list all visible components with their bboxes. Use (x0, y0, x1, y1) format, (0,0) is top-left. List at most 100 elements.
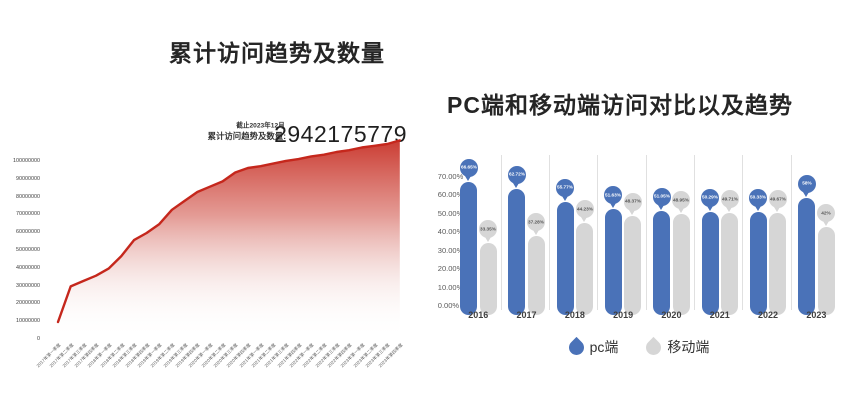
mobile-drop-icon (643, 336, 665, 358)
legend-item-pc: pc端 (565, 336, 619, 358)
balloon-value-label: 62.72% (508, 172, 525, 178)
balloon-value-label: 48.37% (624, 198, 641, 205)
trend-line (56, 139, 401, 324)
area-y-tick-label: 90000000 (15, 174, 40, 181)
area-y-tick-label: 80000000 (15, 192, 40, 199)
pc-bar-2021 (701, 211, 719, 315)
chart-legend: pc端 移动端 (426, 336, 852, 358)
area-chart-x-axis: 2017年第一季度 2017年第二季度 2017年第三季度 2017年第四季度 2018… (36, 340, 407, 390)
area-y-tick-label: 20000000 (15, 299, 40, 306)
area-chart-plot (45, 139, 407, 340)
pc-vs-mobile-panel: PC端和移动端访问对比以及趋势 0.00% 10.00% 20.00% 30.00% 4… (426, 0, 852, 411)
bar-y-tick-label: 50.00% (437, 208, 464, 218)
group-separator (549, 155, 550, 310)
balloon-value-label: 44.23% (576, 206, 593, 212)
mobile-bar-2019 (624, 215, 642, 315)
cumulative-annotation: 截止2023年12月 累计访问趋势及数量: 2942175779 (107, 100, 407, 146)
mobile-value-balloon-2017: 37.28% (527, 213, 546, 236)
area-y-tick-label: 50000000 (15, 246, 40, 252)
x-axis-label-2022: 2022 (758, 310, 779, 320)
x-axis-label-2017: 2017 (516, 310, 537, 320)
bar-y-tick-label: 40.00% (437, 227, 464, 236)
area-chart-y-axis: 0 10000000 20000000 30000000 40000000 5000000… (2, 0, 40, 360)
mobile-bar-2021 (721, 213, 738, 315)
pc-bar-2016 (460, 181, 477, 315)
group-separator (693, 155, 695, 310)
cumulative-total-value: 2942175779 (274, 121, 407, 147)
cumulative-chart-title: 累计访问趋势及数量 (169, 40, 385, 66)
pc-value-balloon-2020: 51.05% (652, 187, 671, 210)
balloon-value-label: 33.35% (480, 226, 496, 232)
area-y-tick-label: 30000000 (15, 281, 40, 288)
pc-bar-2017 (508, 188, 526, 315)
x-axis-label-2021: 2021 (709, 310, 730, 320)
pc-bar-2020 (653, 210, 671, 315)
bar-y-tick-label: 20.00% (437, 264, 464, 273)
balloon-value-label: 51.63% (605, 192, 622, 199)
mobile-bar-2018 (576, 223, 594, 315)
comparison-chart-title: PC端和移动端访问对比以及趋势 (447, 92, 793, 118)
legend-item-mobile: 移动端 (643, 336, 709, 358)
group-separator (597, 155, 599, 310)
area-y-tick-label: 100000000 (12, 157, 40, 163)
mobile-value-balloon-2022: 49.67% (768, 190, 787, 213)
mobile-value-balloon-2016: 33.35% (479, 220, 497, 243)
annotation-date-note: 截止2023年12月 (236, 122, 285, 130)
x-axis-label-2023: 2023 (806, 310, 827, 320)
balloon-value-label: 50.33% (750, 195, 767, 201)
mobile-value-balloon-2020: 48.95% (672, 191, 691, 214)
pc-value-balloon-2019: 51.63% (604, 186, 623, 209)
balloon-value-label: 66.65% (460, 165, 477, 171)
area-y-tick-label: 40000000 (15, 263, 40, 270)
group-separator (742, 155, 744, 310)
bar-chart-plot: 0.00% 10.00% 20.00% 30.00% 40.00% 50.00% 60.00… (426, 150, 852, 328)
mobile-bar-2016 (479, 243, 497, 315)
bar-y-tick-label: 0.00% (437, 301, 460, 310)
area-fill (58, 140, 400, 338)
area-y-tick-label: 60000000 (15, 228, 40, 235)
cumulative-visits-panel: 累计访问趋势及数量 截止2023年12月 累计访问趋势及数量: 29421757… (2, 0, 407, 390)
balloon-value-label: 51.05% (653, 193, 670, 200)
mobile-value-balloon-2018: 44.23% (575, 200, 594, 223)
annotation-label: 累计访问趋势及数量: (207, 131, 286, 142)
pc-value-balloon-2016: 66.65% (459, 158, 478, 181)
mobile-bar-2017 (527, 236, 545, 315)
pc-value-balloon-2023: 58% (797, 174, 816, 197)
balloon-value-label: 37.28% (528, 219, 545, 225)
mobile-value-balloon-2019: 48.37% (623, 192, 642, 215)
balloon-value-label: 49.67% (769, 196, 786, 202)
pc-bar-2023 (798, 197, 816, 315)
mobile-bar-2022 (769, 213, 787, 315)
pc-bar-2022 (749, 211, 767, 315)
area-y-tick-label: 0 (36, 335, 40, 341)
x-axis-label-2019: 2019 (613, 310, 634, 320)
group-separator (790, 155, 792, 310)
balloon-value-label: 55.77% (557, 185, 574, 191)
pc-value-balloon-2021: 50.29% (701, 188, 719, 211)
mobile-value-balloon-2021: 49.71% (720, 190, 739, 213)
group-separator (500, 155, 502, 310)
bar-y-tick-label: 10.00% (437, 282, 464, 292)
area-y-tick-label: 70000000 (15, 210, 40, 217)
bar-y-tick-label: 60.00% (437, 190, 464, 199)
x-axis-label-2020: 2020 (661, 310, 682, 320)
balloon-value-label: 50.29% (702, 195, 718, 201)
pc-drop-icon (565, 336, 587, 358)
area-chart-svg (56, 139, 401, 338)
mobile-value-balloon-2023: 42% (817, 204, 836, 227)
balloon-value-label: 48.95% (673, 197, 690, 204)
pc-bar-2018 (556, 201, 574, 315)
mobile-bar-2023 (817, 227, 835, 315)
pc-value-balloon-2017: 62.72% (507, 165, 526, 188)
balloon-value-label: 58% (801, 181, 812, 187)
pc-value-balloon-2018: 55.77% (556, 178, 575, 201)
bar-y-tick-label: 70.00% (437, 171, 464, 181)
balloon-value-label: 49.71% (721, 196, 738, 202)
group-separator (645, 155, 647, 310)
bar-y-tick-label: 30.00% (437, 245, 464, 255)
pc-bar-2019 (604, 209, 622, 315)
x-axis-label-2018: 2018 (564, 310, 585, 320)
legend-label: pc端 (589, 339, 619, 355)
area-y-tick-label: 10000000 (15, 317, 40, 324)
